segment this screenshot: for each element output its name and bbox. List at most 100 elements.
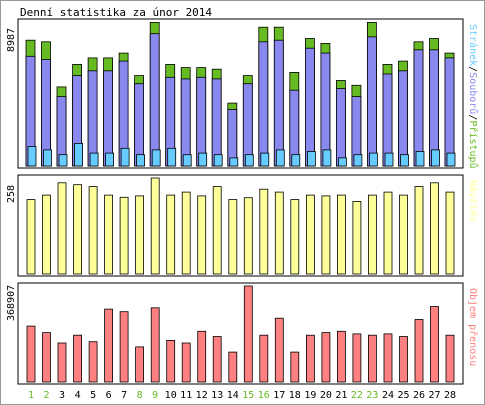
visits-max-tick-label: 258 [6,185,17,203]
hits-panel-frame [17,18,464,169]
pages-bar [89,152,99,167]
visits-bar [305,194,315,275]
visits-bar [399,194,408,275]
volume-bars [26,285,455,383]
day-label: 3 [59,390,65,401]
volume-max-tick-label: 368907 [6,285,17,321]
pages-bar [368,152,378,167]
pages-bar [415,151,425,167]
visits-bar [104,194,113,275]
volume-axis-label: Objem přenosu [467,288,479,366]
visits-bar [228,199,238,275]
pages-bar [136,154,146,167]
visits-bar [290,199,300,275]
legend-hits: Přístupů [467,120,479,168]
files-bar [273,39,284,167]
pages-bar [213,154,223,167]
volume-bar [88,341,98,383]
day-label: 10 [165,390,177,401]
pages-bar [431,149,440,167]
pages-bar [43,149,52,167]
volume-bar [243,285,253,383]
visits-bar [414,186,424,275]
volume-bar [274,317,284,383]
hits-legend: Stránek/Souborů/Přístupů [467,24,479,169]
day-label: 18 [289,390,301,401]
files-bar [382,73,393,167]
visits-bar [26,199,36,275]
day-label: 27 [428,390,440,401]
files-bar [196,76,207,167]
visits-bar [321,195,331,275]
visits-bar [336,194,346,275]
files-bar [87,70,98,167]
files-bar [429,49,439,167]
volume-bar [104,308,113,383]
volume-bar [166,339,176,383]
day-label: 9 [152,390,158,401]
pages-bar [291,154,301,167]
visits-bar [243,197,253,275]
day-label: 4 [75,390,81,401]
files-bar [335,88,346,167]
visits-bar [197,195,207,275]
legend-files: Souborů [467,72,479,114]
volume-bar [399,336,408,383]
visits-bar [274,191,284,275]
visits-bar [259,188,269,275]
day-label: 19 [304,390,316,401]
pages-bar [74,142,83,167]
day-label: 25 [397,390,409,401]
visits-panel-frame [17,174,464,277]
day-label: 17 [273,390,285,401]
visits-bars [26,177,455,275]
day-label: 22 [351,390,363,401]
visits-bar [430,182,439,275]
volume-bar [197,330,207,383]
files-bar [149,33,160,167]
files-bar [366,36,377,167]
visits-bar [150,177,160,275]
visits-bar [88,186,98,275]
volume-bar [26,325,36,383]
files-bar [258,41,269,167]
files-bar [413,49,424,167]
pages-bar [353,154,363,167]
files-bar [103,70,113,167]
volume-bar [42,332,51,383]
pages-bar [229,157,239,167]
visits-bar [73,184,82,275]
volume-bar [352,333,362,383]
pages-bar [58,154,68,167]
day-label: 11 [180,390,192,401]
files-bar [304,47,315,167]
pages-bar [182,154,192,167]
visits-bar [212,186,222,275]
day-label: 1 [28,390,34,401]
pages-bar [151,149,161,167]
pages-bar [260,152,270,167]
day-label: 16 [258,390,270,401]
visits-bar [367,194,377,275]
files-bar [180,78,191,167]
pages-bar [400,154,409,167]
volume-bar [212,336,222,383]
volume-bar [259,334,269,383]
visits-bar [119,196,129,275]
volume-bar [228,351,238,383]
pages-bar [120,147,130,167]
day-label: 6 [106,390,112,401]
day-label: 21 [335,390,347,401]
pages-bar [198,152,208,167]
day-label: 20 [320,390,332,401]
volume-bar [445,334,455,383]
volume-bar [119,311,129,383]
visits-axis-label: Návštěv [467,180,479,222]
visits-bar [57,182,67,275]
pages-bar [167,147,177,167]
volume-bar [290,351,300,383]
volume-bar [321,332,331,383]
visits-bar [352,200,362,275]
pages-bar [322,149,332,167]
